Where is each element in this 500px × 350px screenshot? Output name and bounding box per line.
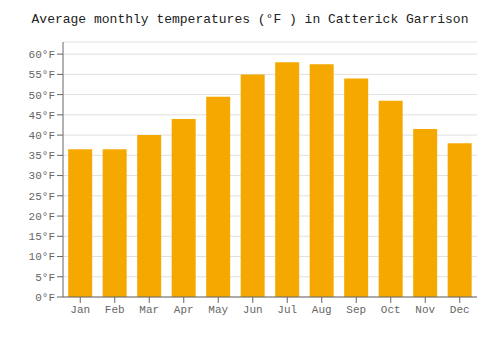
svg-text:Jul: Jul: [277, 304, 297, 316]
svg-text:Dec: Dec: [450, 304, 470, 316]
svg-text:50°F: 50°F: [29, 90, 55, 102]
svg-text:45°F: 45°F: [29, 110, 55, 122]
svg-text:25°F: 25°F: [29, 191, 55, 203]
html-text:Average monthly temperatures (: Average monthly temperatures (°F ) in Ca…: [31, 12, 469, 27]
svg-text:15°F: 15°F: [29, 231, 55, 243]
svg-text:Mar: Mar: [139, 304, 159, 316]
svg-text:40°F: 40°F: [29, 130, 55, 142]
svg-text:Nov: Nov: [415, 304, 435, 316]
svg-text:Jan: Jan: [70, 304, 90, 316]
svg-text:55°F: 55°F: [29, 69, 55, 81]
svg-text:0°F: 0°F: [35, 292, 55, 304]
svg-text:May: May: [208, 304, 228, 316]
svg-text:Feb: Feb: [105, 304, 125, 316]
svg-text:Aug: Aug: [312, 304, 332, 316]
svg-text:20°F: 20°F: [29, 211, 55, 223]
svg-text:Sep: Sep: [346, 304, 366, 316]
svg-text:5°F: 5°F: [35, 272, 55, 284]
svg-text:Oct: Oct: [381, 304, 401, 316]
svg-text:10°F: 10°F: [29, 251, 55, 263]
svg-text:60°F: 60°F: [29, 49, 55, 61]
svg-text:30°F: 30°F: [29, 170, 55, 182]
svg-text:35°F: 35°F: [29, 150, 55, 162]
svg-text:Jun: Jun: [243, 304, 263, 316]
svg-text:Apr: Apr: [174, 304, 194, 316]
